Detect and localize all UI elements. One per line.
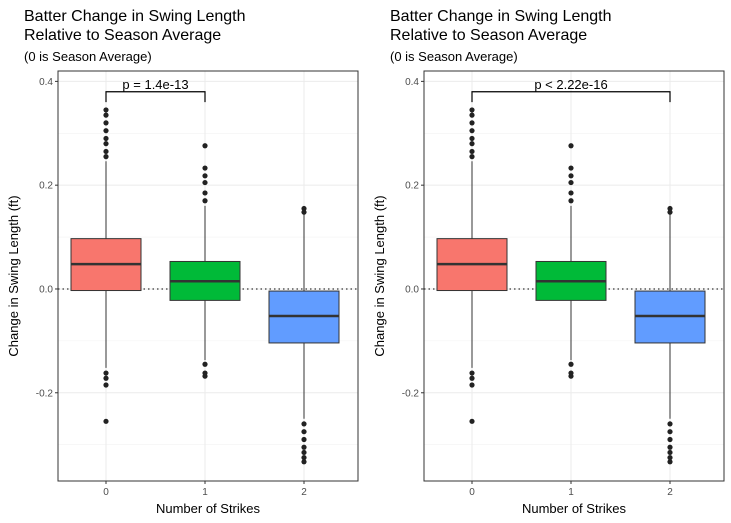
- outlier-point: [667, 421, 673, 427]
- outlier-point: [469, 418, 475, 424]
- x-tick-label: 2: [301, 487, 307, 498]
- plot-border: [57, 70, 359, 482]
- y-tick-label: 0.4: [39, 77, 53, 88]
- chart-panel-2: Batter Change in Swing Length Relative to…: [372, 8, 725, 516]
- outlier-point: [667, 436, 673, 443]
- outlier-point: [568, 190, 574, 196]
- outlier-point: [667, 459, 673, 465]
- outlier-point: [568, 143, 574, 149]
- outlier-point: [301, 205, 307, 212]
- outlier-point: [568, 165, 574, 171]
- x-tick-label: 2: [667, 487, 673, 498]
- outlier-point: [301, 455, 307, 461]
- box-group-strikes-0: [436, 107, 508, 424]
- outlier-point: [103, 370, 109, 376]
- outlier-point: [301, 429, 307, 435]
- outlier-point: [568, 179, 574, 186]
- x-tick-label: 1: [202, 487, 208, 498]
- outlier-point: [667, 444, 673, 450]
- outlier-point: [667, 205, 673, 212]
- y-axis-title: Change in Swing Length (ft): [372, 195, 387, 356]
- box-group-strikes-2: [634, 205, 706, 465]
- outlier-point: [202, 179, 208, 186]
- outlier-point: [301, 459, 307, 465]
- outlier-point: [202, 165, 208, 171]
- outlier-point: [202, 143, 208, 149]
- outlier-point: [469, 382, 475, 388]
- chart-title-line: Batter Change in Swing Length: [390, 8, 611, 25]
- x-tick-label: 1: [568, 487, 574, 498]
- outlier-point: [469, 120, 475, 126]
- outlier-point: [667, 449, 673, 456]
- outlier-point: [301, 209, 307, 215]
- outlier-point: [202, 173, 208, 179]
- box-group-strikes-0: [70, 107, 142, 424]
- outlier-point: [103, 107, 109, 113]
- outlier-point: [667, 209, 673, 215]
- outlier-point: [469, 154, 475, 160]
- outlier-point: [103, 148, 109, 155]
- comparison-bracket: [105, 91, 206, 103]
- outlier-point: [469, 375, 475, 381]
- y-axis-title: Change in Swing Length (ft): [6, 195, 21, 356]
- outlier-point: [469, 370, 475, 376]
- x-tick-label: 0: [103, 487, 109, 498]
- p-value-label: p = 1.4e-13: [122, 77, 188, 92]
- outlier-point: [568, 373, 574, 379]
- outlier-point: [103, 154, 109, 160]
- x-axis-title: Number of Strikes: [156, 501, 261, 516]
- outlier-point: [301, 421, 307, 427]
- outlier-point: [568, 361, 574, 367]
- outlier-point: [103, 375, 109, 381]
- outlier-point: [103, 112, 109, 118]
- outlier-point: [667, 429, 673, 435]
- outlier-point: [103, 135, 109, 142]
- chart-title-line: Batter Change in Swing Length: [24, 8, 245, 25]
- box-group-strikes-2: [268, 205, 340, 465]
- outlier-point: [103, 382, 109, 388]
- outlier-point: [103, 120, 109, 126]
- y-tick-label: 0.2: [39, 181, 53, 192]
- outlier-point: [202, 373, 208, 379]
- x-tick-label: 0: [469, 487, 475, 498]
- y-tick-label: 0.0: [39, 284, 53, 295]
- comparison-bracket: [471, 91, 671, 103]
- chart-title-line: Relative to Season Average: [390, 27, 587, 44]
- outlier-point: [103, 418, 109, 424]
- outlier-point: [301, 436, 307, 443]
- plot-border: [423, 70, 725, 482]
- outlier-point: [469, 128, 475, 134]
- outlier-point: [568, 173, 574, 179]
- chart-panel-1: Batter Change in Swing Length Relative to…: [6, 8, 359, 516]
- outlier-point: [469, 148, 475, 155]
- x-axis-title: Number of Strikes: [522, 501, 627, 516]
- outlier-point: [103, 128, 109, 134]
- y-tick-label: 0.0: [405, 284, 419, 295]
- y-tick-label: -0.2: [402, 388, 420, 399]
- y-tick-label: 0.2: [405, 181, 419, 192]
- outlier-point: [202, 190, 208, 196]
- chart-title-line: Relative to Season Average: [24, 27, 221, 44]
- p-value-label: p < 2.22e-16: [534, 77, 607, 92]
- outlier-point: [301, 449, 307, 456]
- chart-subtitle: (0 is Season Average): [24, 49, 152, 64]
- outlier-point: [202, 361, 208, 367]
- outlier-point: [469, 135, 475, 142]
- outlier-point: [469, 107, 475, 113]
- outlier-point: [301, 444, 307, 450]
- box-group-strikes-1: [535, 143, 607, 379]
- outlier-point: [103, 141, 109, 147]
- outlier-point: [469, 141, 475, 147]
- y-tick-label: 0.4: [405, 77, 419, 88]
- outlier-point: [667, 455, 673, 461]
- outlier-point: [568, 198, 574, 204]
- chart-subtitle: (0 is Season Average): [390, 49, 518, 64]
- outlier-point: [202, 198, 208, 204]
- box-group-strikes-1: [169, 143, 241, 379]
- outlier-point: [469, 112, 475, 118]
- y-tick-label: -0.2: [36, 388, 54, 399]
